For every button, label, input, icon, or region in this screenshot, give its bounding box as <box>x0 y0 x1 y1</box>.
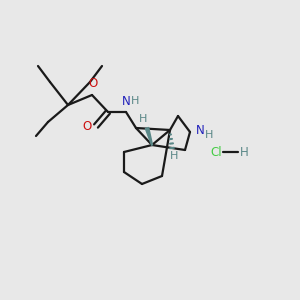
Text: O: O <box>88 77 98 90</box>
Text: H: H <box>205 130 213 140</box>
Polygon shape <box>145 128 152 145</box>
Text: H: H <box>131 96 139 106</box>
Text: N: N <box>196 124 205 137</box>
Text: H: H <box>170 151 178 161</box>
Text: H: H <box>240 146 249 158</box>
Text: Cl: Cl <box>210 146 222 158</box>
Text: H: H <box>139 114 147 124</box>
Text: O: O <box>83 119 92 133</box>
Text: N: N <box>122 95 130 108</box>
